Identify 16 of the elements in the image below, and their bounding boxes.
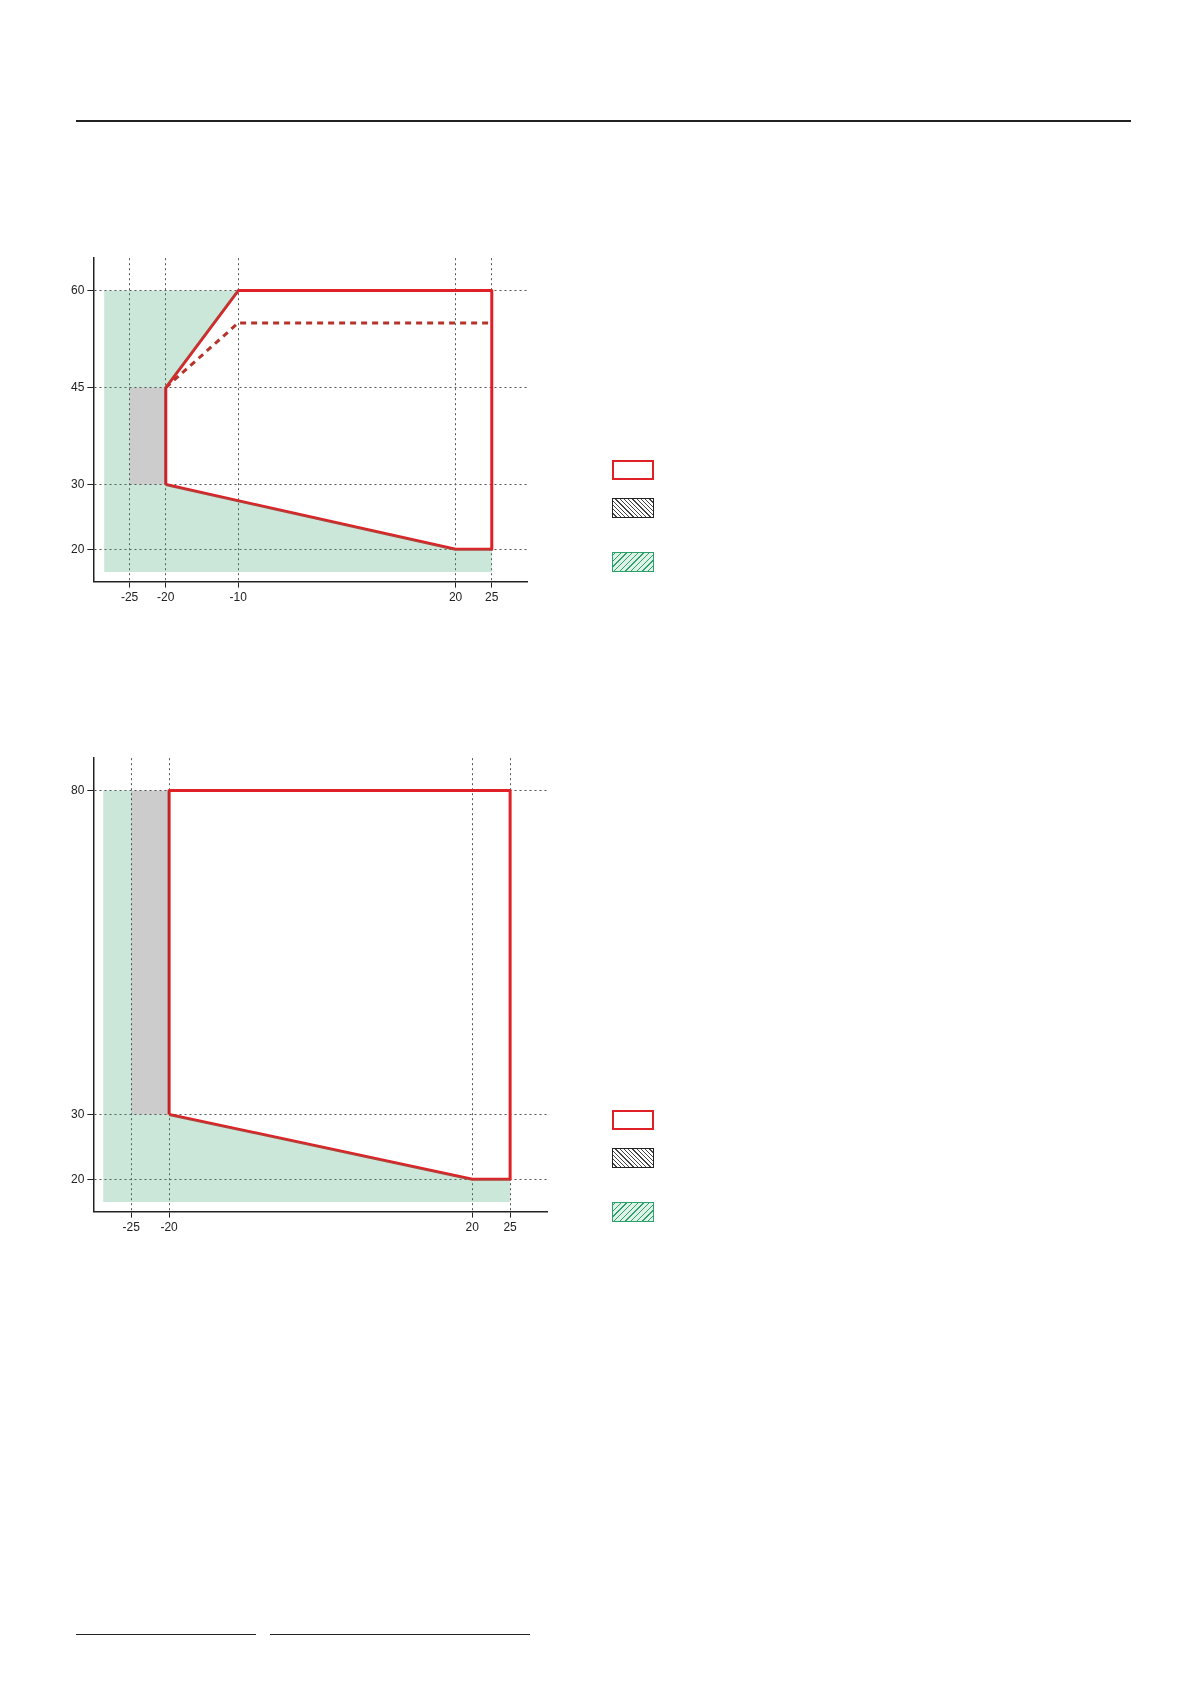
- x-tick-label: -25: [122, 1220, 141, 1235]
- x-tick-label: -20: [157, 590, 175, 605]
- x-tick-label: -25: [120, 590, 139, 605]
- x-tick-label: 25: [485, 590, 499, 605]
- y-tick-label: 30: [70, 476, 85, 491]
- x-tick-label: 20: [465, 1220, 480, 1235]
- y-tick-label: 20: [70, 541, 85, 556]
- x-tick-label: -10: [229, 590, 248, 605]
- y-tick-label: 45: [70, 379, 85, 394]
- y-tick-label: 20: [70, 1171, 85, 1186]
- x-tick-label: 25: [503, 1220, 518, 1235]
- y-tick-label: 80: [70, 782, 85, 797]
- x-tick-label: 20: [448, 590, 463, 605]
- x-tick-label: -20: [160, 1220, 179, 1235]
- y-tick-label: 60: [70, 282, 85, 297]
- y-tick-label: 30: [70, 1106, 85, 1121]
